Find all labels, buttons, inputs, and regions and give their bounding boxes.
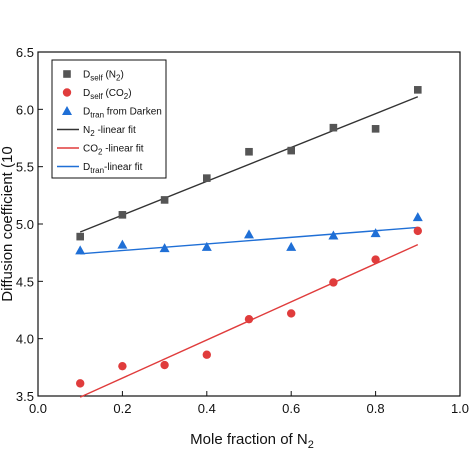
legend-label: Dself (N2)	[83, 70, 124, 83]
legend-label: Dtran-linear fit	[83, 162, 143, 175]
legend-box	[51, 59, 167, 179]
n2-linear-fit-line	[79, 96, 419, 233]
x-tick-label: 0.8	[367, 401, 385, 416]
x-tick-label: 0.4	[198, 401, 216, 416]
axis-ticks: 0.0 0.2 0.4 0.6 0.8 1.0 3.5 4.0 4.5 5.0 5.5 6.0 6.5	[16, 45, 469, 416]
legend-marker-symbol	[63, 70, 71, 78]
co2-self-diffusion-point	[413, 226, 422, 236]
n2-self-diffusion-point	[329, 123, 338, 132]
y-tick-label: 4.5	[16, 274, 34, 289]
darken-transport-point	[286, 241, 297, 251]
darken-transport-point	[117, 239, 128, 249]
darken-transport-point	[201, 241, 212, 251]
legend-entry-n2-fit: N2 -linear fit	[57, 125, 136, 138]
x-tick-label: 0.0	[29, 401, 47, 416]
co2-self-diffusion-point	[160, 360, 169, 370]
darken-transport-point	[412, 212, 423, 222]
co2-self-diffusion-point	[202, 350, 211, 359]
legend-entry-co2-fit: CO2 -linear fit	[57, 144, 144, 157]
x-tick-label: 0.2	[113, 401, 131, 416]
n2-self-diffusion-point	[203, 174, 211, 182]
n2-self-diffusion-point	[287, 146, 295, 155]
legend-entry-n2-self: Dself (N2)	[63, 70, 124, 83]
x-axis-title-subscript: 2	[308, 439, 314, 451]
n2-self-diffusion-point	[245, 147, 253, 156]
co2-self-diffusion-point	[76, 379, 85, 388]
legend-marker-symbol	[62, 106, 72, 115]
y-tick-label: 5.5	[16, 160, 34, 175]
y-tick-label: 5.0	[16, 217, 34, 232]
legend-label: N2 -linear fit	[83, 125, 136, 138]
n2-self-diffusion-point	[160, 196, 169, 204]
legend: Dself (N2) Dself (CO2) Dtran from Darken N2…	[51, 59, 167, 179]
co2-self-diffusion-point	[287, 309, 296, 318]
x-tick-label: 0.6	[282, 401, 300, 416]
legend-label: CO2 -linear fit	[83, 144, 144, 157]
co2-self-diffusion-point	[118, 361, 127, 371]
x-axis-title-main: Mole fraction of N	[190, 431, 308, 448]
darken-transport-point	[328, 230, 339, 240]
co2-self-diffusion-point	[371, 255, 380, 264]
darken-transport-point	[244, 229, 254, 239]
legend-entry-dtran-fit: Dtran-linear fit	[57, 162, 143, 175]
data-points	[75, 86, 423, 388]
co2-self-diffusion-point	[244, 314, 254, 324]
y-tick-label: 6.5	[16, 45, 34, 60]
n2-self-diffusion-point	[76, 232, 84, 241]
y-axis-title: Diffusion coefficient (10	[0, 146, 16, 301]
x-tick-label: 1.0	[451, 401, 469, 416]
dtran-linear-fit-line	[80, 226, 418, 255]
n2-self-diffusion-point	[414, 86, 422, 94]
n2-self-diffusion-point	[371, 125, 380, 133]
y-tick-label: 3.5	[16, 389, 34, 404]
axis-titles: Mole fraction of N2 Diffusion coefficien…	[0, 146, 314, 451]
darken-transport-point	[75, 245, 86, 255]
darken-transport-point	[370, 228, 381, 238]
y-tick-label: 4.0	[16, 332, 34, 347]
legend-label: Dtran from Darken	[83, 107, 162, 120]
x-axis-title: Mole fraction of N2	[190, 431, 314, 451]
n2-self-diffusion-point	[118, 211, 127, 219]
legend-entry-dtran-darken: Dtran from Darken	[62, 106, 162, 120]
co2-self-diffusion-point	[329, 278, 338, 287]
legend-entry-co2-self: Dself (CO2)	[62, 88, 132, 101]
legend-marker-symbol	[62, 88, 72, 97]
y-tick-label: 6.0	[16, 102, 34, 117]
darken-transport-point	[159, 243, 170, 253]
legend-label: Dself (CO2)	[83, 88, 132, 101]
